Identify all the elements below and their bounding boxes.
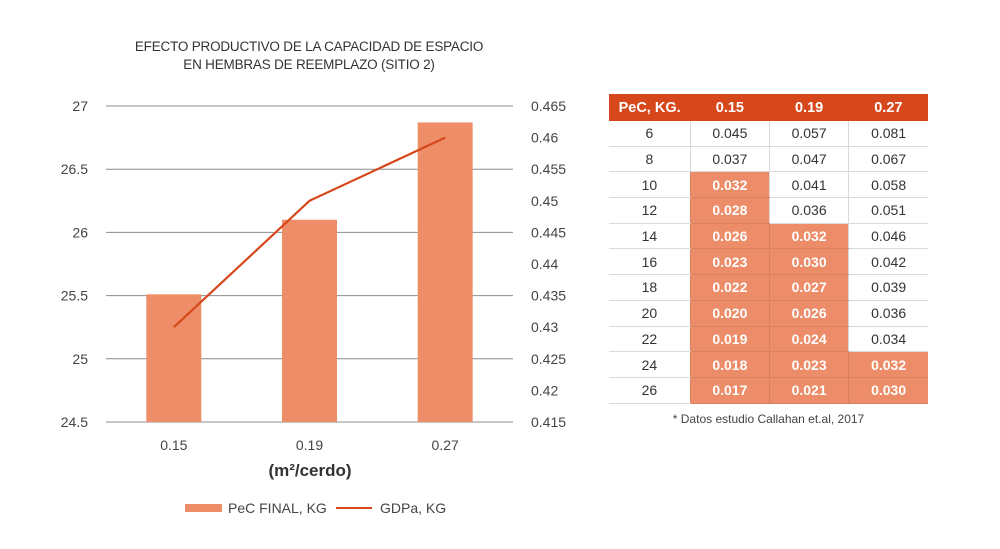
right-tick-label: 0.46 [531, 130, 558, 146]
table-cell: 0.046 [848, 223, 928, 250]
row-pec-value: 18 [609, 274, 691, 301]
table-cell: 0.042 [848, 248, 928, 276]
left-tick-label: 24.5 [61, 414, 88, 430]
header-pec: PeC, KG. [609, 94, 691, 121]
table-row: 14 0.026 0.032 0.046 [609, 223, 928, 250]
table-cell: 0.039 [848, 274, 928, 301]
table-cell: 0.037 [689, 146, 770, 173]
legend-label-bar: PeC FINAL, KG [228, 500, 327, 516]
header-027: 0.27 [848, 94, 928, 121]
table-cell: 0.045 [689, 121, 770, 147]
row-pec-value: 16 [609, 248, 691, 276]
table-cell-highlighted: 0.018 [689, 351, 770, 378]
line-series [173, 136, 446, 329]
table-row: 18 0.022 0.027 0.039 [609, 274, 928, 301]
table-cell-highlighted: 0.026 [689, 223, 770, 250]
right-tick-label: 0.465 [531, 98, 566, 114]
table-row: 26 0.017 0.021 0.030 [609, 377, 928, 404]
row-pec-value: 10 [609, 171, 691, 199]
table-footnote: * Datos estudio Callahan et.al, 2017 [672, 412, 865, 426]
bar-series [146, 122, 473, 422]
table-cell-highlighted: 0.017 [689, 377, 770, 404]
left-tick-label: 26 [72, 224, 88, 240]
table-cell: 0.034 [848, 326, 928, 353]
table-cell-highlighted: 0.028 [689, 197, 770, 224]
right-axis-ticks: 0.415 0.42 0.425 0.43 0.435 0.44 0.445 0.45 0.45… [531, 98, 566, 430]
table-row: 20 0.020 0.026 0.036 [609, 300, 928, 327]
table-cell-highlighted: 0.023 [689, 248, 770, 276]
table-cell-highlighted: 0.020 [689, 300, 770, 327]
x-tick-label: 0.19 [296, 437, 323, 453]
row-pec-value: 24 [609, 351, 691, 378]
x-axis-label: (m²/cerdo) [268, 461, 351, 480]
row-pec-value: 26 [609, 377, 691, 404]
right-tick-label: 0.42 [531, 382, 558, 398]
table-cell: 0.041 [768, 171, 849, 199]
table-cell: 0.058 [848, 171, 928, 199]
row-pec-value: 20 [609, 300, 691, 327]
chart-title-line-1: EFECTO PRODUCTIVO DE LA CAPACIDAD DE ESP… [135, 39, 483, 54]
table-row: 12 0.028 0.036 0.051 [609, 197, 928, 224]
table-cell: 0.036 [768, 197, 849, 224]
right-tick-label: 0.45 [531, 193, 558, 209]
legend-label-line: GDPa, KG [380, 500, 446, 516]
table-cell-highlighted: 0.021 [768, 377, 849, 404]
chart-title-line-2: EN HEMBRAS DE REEMPLAZO (SITIO 2) [183, 57, 434, 72]
table-cell-highlighted: 0.032 [848, 351, 928, 378]
bar-0.27 [417, 122, 473, 422]
left-tick-label: 25 [72, 351, 88, 367]
table-cell-highlighted: 0.019 [689, 326, 770, 353]
table-cell-highlighted: 0.032 [689, 171, 770, 199]
table-body: 6 0.045 0.057 0.081 8 0.037 0.047 0.067 10 0.032 0… [609, 121, 928, 404]
table-header-row: PeC, KG. 0.15 0.19 0.27 [609, 94, 928, 121]
right-tick-label: 0.455 [531, 161, 566, 177]
table-cell: 0.067 [848, 146, 928, 173]
table-cell-highlighted: 0.022 [689, 274, 770, 301]
table-row: 16 0.023 0.030 0.042 [609, 248, 928, 276]
table-row: 6 0.045 0.057 0.081 [609, 121, 928, 147]
row-pec-value: 22 [609, 326, 691, 353]
table-cell-highlighted: 0.030 [848, 377, 928, 404]
table-cell-highlighted: 0.026 [768, 300, 849, 327]
table-cell: 0.047 [768, 146, 849, 173]
right-tick-label: 0.44 [531, 256, 558, 272]
pec-table: PeC, KG. 0.15 0.19 0.27 6 0.045 0.057 0.081… [609, 94, 928, 404]
table-cell: 0.036 [848, 300, 928, 327]
table-cell-highlighted: 0.024 [768, 326, 849, 353]
table-cell: 0.057 [768, 121, 849, 147]
x-tick-label: 0.15 [160, 437, 187, 453]
x-tick-label: 0.27 [432, 437, 459, 453]
row-pec-value: 8 [609, 146, 691, 173]
row-pec-value: 6 [609, 121, 691, 147]
table-row: 24 0.018 0.023 0.032 [609, 351, 928, 378]
table-cell: 0.051 [848, 197, 928, 224]
left-axis-ticks: 24.5 25 25.5 26 26.5 27 [61, 98, 88, 430]
table-row: 10 0.032 0.041 0.058 [609, 171, 928, 199]
legend-swatch-bar [185, 504, 222, 512]
table-cell-highlighted: 0.023 [768, 351, 849, 378]
right-tick-label: 0.425 [531, 351, 566, 367]
table-cell-highlighted: 0.030 [768, 248, 849, 276]
table-cell: 0.081 [848, 121, 928, 147]
row-pec-value: 12 [609, 197, 691, 224]
right-tick-label: 0.435 [531, 288, 566, 304]
bar-0.15 [146, 294, 202, 422]
right-tick-label: 0.43 [531, 319, 558, 335]
legend: PeC FINAL, KG GDPa, KG [185, 500, 446, 516]
left-tick-label: 27 [72, 98, 88, 114]
header-015: 0.15 [690, 94, 770, 121]
table-cell-highlighted: 0.027 [768, 274, 849, 301]
x-axis-ticks: 0.15 0.19 0.27 [160, 437, 459, 453]
right-tick-label: 0.415 [531, 414, 566, 430]
row-pec-value: 14 [609, 223, 691, 250]
right-tick-label: 0.445 [531, 224, 566, 240]
table-row: 22 0.019 0.024 0.034 [609, 326, 928, 353]
left-tick-label: 25.5 [61, 288, 88, 304]
header-019: 0.19 [769, 94, 849, 121]
left-tick-label: 26.5 [61, 161, 88, 177]
table-row: 8 0.037 0.047 0.067 [609, 146, 928, 173]
table-cell-highlighted: 0.032 [768, 223, 849, 250]
bar-0.19 [282, 219, 337, 422]
